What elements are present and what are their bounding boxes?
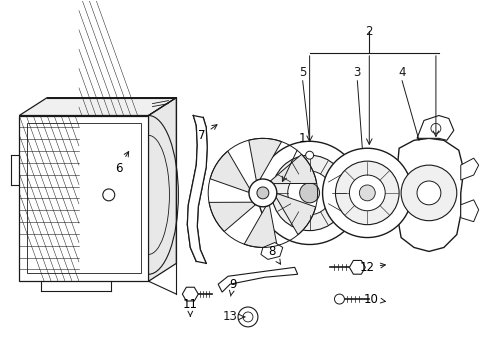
Polygon shape — [395, 138, 463, 251]
Circle shape — [416, 181, 440, 205]
Text: 4: 4 — [398, 66, 405, 79]
Text: 9: 9 — [229, 278, 236, 296]
Text: 3: 3 — [353, 66, 360, 79]
Polygon shape — [148, 98, 176, 281]
Circle shape — [299, 183, 319, 203]
Circle shape — [335, 161, 398, 225]
Text: 7: 7 — [198, 125, 217, 142]
Polygon shape — [218, 267, 297, 292]
Circle shape — [334, 294, 344, 304]
Circle shape — [248, 179, 276, 207]
Polygon shape — [19, 116, 148, 281]
Circle shape — [359, 185, 374, 201]
Circle shape — [400, 165, 456, 221]
Polygon shape — [248, 138, 281, 181]
Circle shape — [256, 187, 268, 199]
Polygon shape — [416, 116, 453, 140]
Text: 1: 1 — [282, 132, 306, 181]
Polygon shape — [208, 202, 255, 231]
Circle shape — [257, 141, 361, 244]
Polygon shape — [276, 193, 315, 235]
Polygon shape — [261, 243, 282, 260]
Text: 13: 13 — [222, 310, 237, 323]
Circle shape — [238, 307, 257, 327]
Polygon shape — [187, 116, 207, 264]
Text: 8: 8 — [267, 245, 280, 264]
Polygon shape — [19, 98, 176, 116]
Text: 10: 10 — [363, 293, 385, 306]
Polygon shape — [244, 205, 277, 247]
Circle shape — [349, 175, 385, 211]
Polygon shape — [460, 158, 478, 180]
Text: 6: 6 — [115, 152, 128, 175]
Polygon shape — [270, 154, 316, 184]
Circle shape — [287, 171, 331, 215]
Polygon shape — [460, 200, 478, 222]
Circle shape — [322, 148, 411, 238]
Text: 11: 11 — [183, 297, 198, 316]
Text: 5: 5 — [298, 66, 305, 79]
Circle shape — [102, 189, 115, 201]
Text: 2: 2 — [365, 24, 372, 38]
Circle shape — [305, 151, 313, 159]
Polygon shape — [210, 151, 249, 192]
Text: 12: 12 — [359, 261, 385, 274]
Circle shape — [271, 155, 346, 231]
